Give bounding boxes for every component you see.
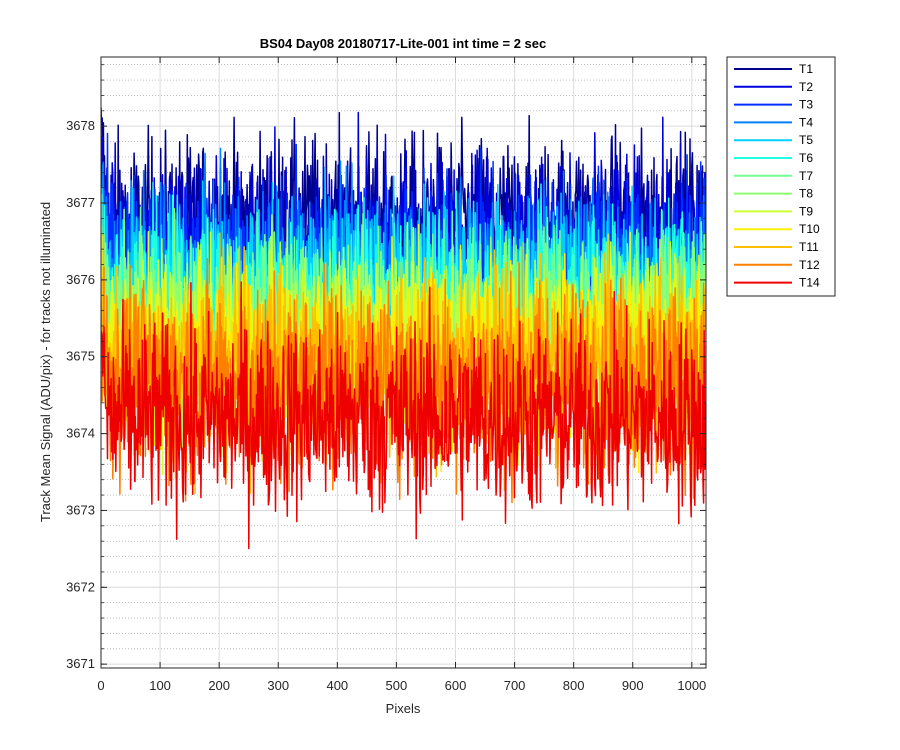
x-tick-label: 400 [326, 678, 348, 693]
legend-label-t2: T2 [799, 80, 813, 94]
x-tick-label: 700 [504, 678, 526, 693]
x-tick-label: 300 [267, 678, 289, 693]
legend-label-t6: T6 [799, 151, 813, 165]
legend-label-t7: T7 [799, 169, 813, 183]
x-tick-label: 200 [208, 678, 230, 693]
x-tick-label: 900 [622, 678, 644, 693]
legend-label-t9: T9 [799, 204, 813, 218]
y-tick-label: 3671 [66, 656, 95, 671]
x-tick-label: 800 [563, 678, 585, 693]
y-tick-label: 3674 [66, 426, 95, 441]
legend-label-t1: T1 [799, 62, 813, 76]
legend-label-t3: T3 [799, 98, 813, 112]
y-tick-label: 3675 [66, 349, 95, 364]
x-tick-labels: 0 100 200 300 400 500 600 700 800 900 1000 [97, 678, 706, 693]
x-tick-label: 1000 [677, 678, 706, 693]
x-tick-label: 600 [445, 678, 467, 693]
y-tick-label: 3678 [66, 118, 95, 133]
x-axis-label: Pixels [386, 701, 421, 716]
tick-marks [100, 57, 706, 668]
x-tick-label: 0 [97, 678, 104, 693]
plot-axes-box [100, 56, 707, 669]
series-lines [101, 107, 706, 550]
y-tick-label: 3677 [66, 195, 95, 210]
x-tick-label: 100 [149, 678, 171, 693]
legend-label-t14: T14 [799, 276, 820, 290]
legend-label-t10: T10 [799, 222, 820, 236]
legend-label-t12: T12 [799, 258, 820, 272]
legend: T1 T2 T3 T4 T5 T6 T7 T8 T9 T10 T11 T12 T14 [726, 56, 836, 297]
legend-label-t11: T11 [799, 240, 819, 254]
y-axis-label: Track Mean Signal (ADU/pix) - for tracks… [38, 202, 53, 522]
legend-label-t4: T4 [799, 115, 813, 129]
chart-title: BS04 Day08 20180717-Lite-001 int time = … [260, 36, 547, 51]
y-tick-label: 3673 [66, 502, 95, 517]
y-tick-label: 3672 [66, 579, 95, 594]
legend-label-t5: T5 [799, 133, 813, 147]
x-tick-label: 500 [386, 678, 408, 693]
y-tick-label: 3676 [66, 272, 95, 287]
y-tick-labels: 3671 3672 3673 3674 3675 3676 3677 3678 [66, 118, 95, 671]
series-line-t14 [101, 281, 706, 550]
legend-label-t8: T8 [799, 187, 813, 201]
